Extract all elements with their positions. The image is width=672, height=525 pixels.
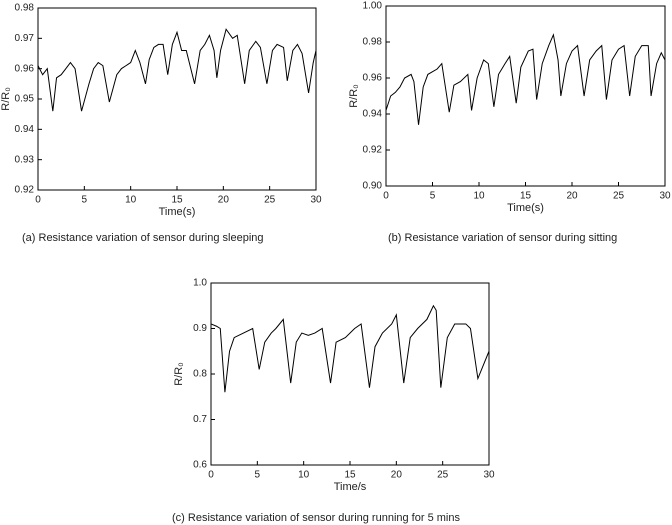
x-tick-label: 10	[473, 191, 485, 202]
y-tick-label: 0.92	[15, 185, 35, 196]
plot-frame	[210, 282, 490, 466]
y-tick-label: 1.00	[363, 1, 383, 12]
x-tick-label: 25	[437, 470, 449, 481]
x-tick-label: 30	[659, 191, 671, 202]
data-line	[210, 304, 490, 393]
y-tick-label: 0.9	[193, 323, 207, 334]
y-tick-label: 0.6	[193, 460, 207, 471]
x-tick-label: 20	[391, 470, 403, 481]
x-tick-label: 30	[483, 470, 495, 481]
y-tick-label: 0.98	[363, 37, 383, 48]
y-axis-label: R/R₀	[348, 84, 360, 108]
x-axis-label: Time/s	[334, 481, 367, 493]
y-axis-label: R/R₀	[173, 362, 185, 386]
y-tick-label: 0.7	[193, 414, 207, 425]
x-tick-label: 20	[566, 191, 578, 202]
y-tick-label: 0.8	[193, 369, 207, 380]
plot-frame	[385, 5, 666, 187]
y-tick-label: 0.98	[15, 3, 35, 14]
x-tick-label: 10	[298, 470, 310, 481]
y-tick-label: 0.90	[363, 181, 383, 192]
x-tick-label: 25	[613, 191, 625, 202]
x-tick-label: 20	[218, 195, 230, 206]
y-tick-label: 0.94	[363, 109, 383, 120]
x-tick-label: 25	[264, 195, 276, 206]
x-tick-label: 5	[430, 191, 436, 202]
x-tick-label: 5	[255, 470, 261, 481]
y-tick-label: 0.97	[15, 33, 35, 44]
y-tick-label: 0.92	[363, 145, 383, 156]
y-tick-label: 0.96	[363, 73, 383, 84]
y-tick-label: 0.94	[15, 124, 35, 135]
caption: (c) Resistance variation of sensor durin…	[172, 512, 460, 524]
data-line	[37, 28, 317, 112]
y-tick-label: 0.95	[15, 94, 35, 105]
y-tick-label: 0.96	[15, 63, 35, 74]
y-tick-label: 1.0	[193, 278, 207, 289]
caption: (b) Resistance variation of sensor durin…	[388, 232, 617, 244]
x-tick-label: 30	[310, 195, 322, 206]
x-tick-label: 0	[383, 191, 389, 202]
x-tick-label: 15	[171, 195, 183, 206]
y-tick-label: 0.93	[15, 154, 35, 165]
x-axis-label: Time(s)	[159, 206, 196, 218]
x-tick-label: 15	[520, 191, 532, 202]
x-tick-label: 10	[125, 195, 137, 206]
data-line	[385, 33, 666, 125]
x-axis-label: Time(s)	[507, 202, 544, 214]
x-tick-label: 0	[35, 195, 41, 206]
x-tick-label: 15	[344, 470, 356, 481]
y-axis-label: R/R₀	[0, 87, 12, 111]
x-tick-label: 0	[208, 470, 214, 481]
caption: (a) Resistance variation of sensor durin…	[22, 232, 264, 244]
x-tick-label: 5	[82, 195, 88, 206]
